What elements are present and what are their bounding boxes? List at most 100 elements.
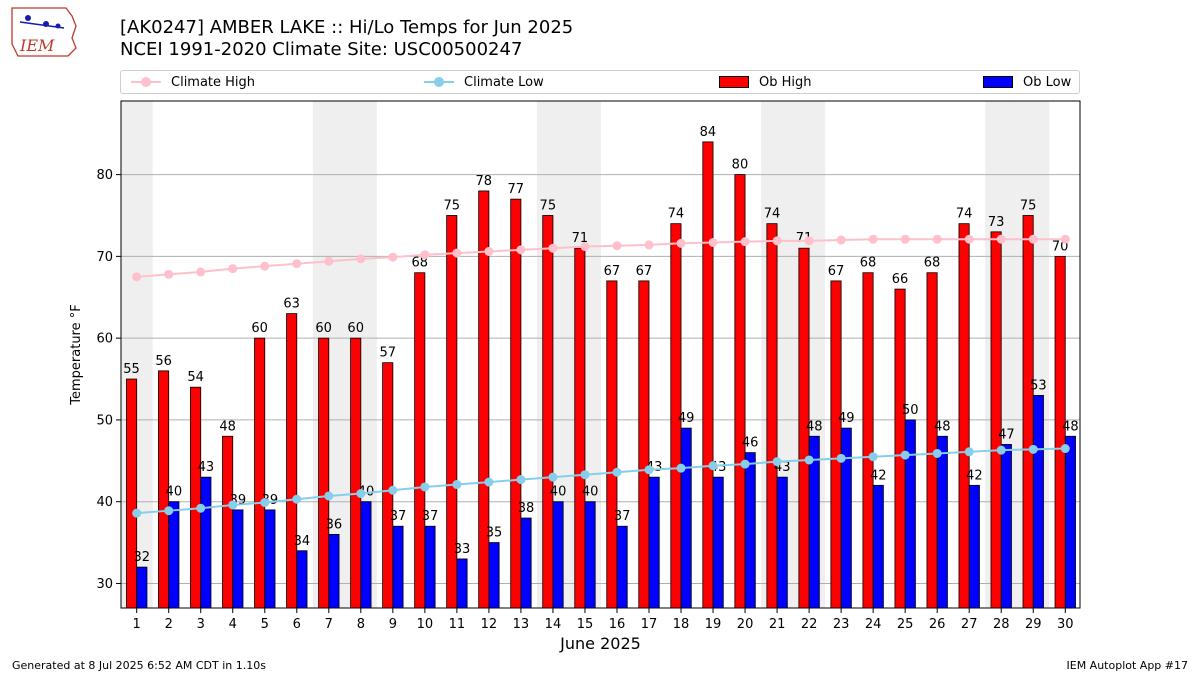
climate-low-point (516, 475, 526, 485)
ob-high-bar-label: 67 (636, 264, 653, 279)
ob-low-bar-label: 40 (550, 485, 567, 500)
ob-high-bar (926, 272, 938, 609)
ob-high-bar (862, 272, 874, 609)
ob-high-bar-label: 74 (764, 207, 781, 222)
climate-high-point (164, 269, 174, 279)
x-tick-label: 21 (769, 617, 786, 632)
ob-low-bar (712, 476, 724, 609)
climate-high-point (132, 272, 142, 282)
climate-low-point (644, 465, 654, 475)
ob-high-bar (766, 223, 778, 609)
climate-high-point (772, 236, 782, 246)
ob-high-bar (254, 337, 266, 609)
footer-generated: Generated at 8 Jul 2025 6:52 AM CDT in 1… (12, 659, 266, 672)
y-tick-label: 80 (96, 168, 113, 183)
x-tick-label: 24 (865, 617, 882, 632)
climate-high-point (580, 242, 590, 252)
ob-low-bar-label: 38 (518, 501, 535, 516)
ob-low-bar (200, 476, 212, 609)
legend-climate-low-label: Climate Low (464, 74, 544, 90)
ob-high-bar-label: 57 (379, 346, 396, 361)
climate-high-point (228, 264, 238, 274)
legend-climate-low: Climate Low (424, 71, 544, 93)
ob-low-bar-label: 48 (806, 419, 823, 434)
ob-low-bar-label: 49 (678, 411, 695, 426)
ob-high-bar-label: 56 (155, 354, 172, 369)
climate-low-point (132, 508, 142, 518)
ob-low-bar-label: 33 (454, 542, 471, 557)
ob-low-bar-label: 47 (998, 427, 1015, 442)
climate-high-point (420, 250, 430, 260)
x-tick-label: 5 (261, 617, 269, 632)
ob-low-bar (648, 476, 660, 609)
legend-ob-low: Ob Low (983, 71, 1071, 93)
climate-high-point (516, 245, 526, 255)
ob-high-bar (574, 247, 586, 609)
ob-low-bar (520, 517, 532, 609)
chart-legend: Climate High Climate Low Ob High Ob Low (120, 70, 1080, 94)
climate-low-point (388, 485, 398, 495)
x-tick-label: 2 (165, 617, 173, 632)
ob-high-bar (1022, 215, 1034, 609)
ob-low-bar (584, 501, 596, 609)
climate-low-swatch (424, 75, 454, 89)
climate-low-point (900, 450, 910, 460)
ob-low-bar (232, 509, 244, 609)
climate-low-point (164, 506, 174, 516)
x-tick-label: 12 (481, 617, 498, 632)
iem-logo: IEM (11, 7, 77, 57)
legend-ob-high: Ob High (719, 71, 812, 93)
x-tick-label: 10 (417, 617, 434, 632)
x-tick-label: 27 (961, 617, 978, 632)
ob-high-bar (638, 280, 650, 609)
ob-low-bar (360, 501, 372, 609)
climate-low-point (292, 494, 302, 504)
x-tick-label: 19 (705, 617, 722, 632)
climate-low-point (260, 498, 270, 508)
ob-low-bar (872, 484, 884, 609)
ob-low-bar-label: 37 (390, 509, 407, 524)
climate-high-point (708, 237, 718, 247)
climate-high-point (676, 238, 686, 248)
ob-high-bar-label: 48 (219, 419, 236, 434)
ob-high-bar-label: 67 (828, 264, 845, 279)
ob-low-swatch (983, 75, 1013, 89)
climate-low-point (356, 489, 366, 499)
climate-low-point (804, 455, 814, 465)
climate-low-point (580, 470, 590, 480)
ob-high-bar (606, 280, 618, 609)
ob-high-bar (318, 337, 330, 609)
x-tick-label: 9 (389, 617, 397, 632)
ob-high-bar-label: 55 (123, 362, 140, 377)
climate-high-point (452, 248, 462, 258)
ob-low-bar (264, 509, 276, 609)
ob-high-bar-label: 67 (604, 264, 621, 279)
climate-high-point (804, 236, 814, 246)
ob-low-bar-label: 43 (198, 460, 215, 475)
x-tick-label: 6 (293, 617, 301, 632)
ob-high-bar-label: 60 (251, 321, 268, 336)
ob-high-bar (542, 215, 554, 609)
ob-high-bar (414, 272, 426, 609)
x-tick-label: 18 (673, 617, 690, 632)
climate-high-point (356, 254, 366, 264)
climate-high-point (900, 234, 910, 244)
x-tick-label: 28 (993, 617, 1010, 632)
climate-low-point (612, 467, 622, 477)
ob-high-bar-label: 84 (700, 125, 717, 140)
ob-low-bar-label: 48 (1062, 419, 1079, 434)
ob-high-bar (510, 198, 522, 609)
ob-high-bar (830, 280, 842, 609)
ob-high-bar-label: 54 (187, 370, 204, 385)
x-tick-label: 14 (545, 617, 562, 632)
legend-climate-high: Climate High (131, 71, 255, 93)
ob-low-bar-label: 46 (742, 436, 759, 451)
chart-subtitle: NCEI 1991-2020 Climate Site: USC00500247 (120, 39, 523, 60)
climate-high-point (932, 234, 942, 244)
x-tick-label: 8 (357, 617, 365, 632)
climate-high-point (612, 241, 622, 251)
ob-high-bar-label: 75 (1020, 198, 1037, 213)
ob-low-bar-label: 34 (294, 534, 311, 549)
legend-ob-high-label: Ob High (759, 74, 812, 90)
x-tick-label: 13 (513, 617, 530, 632)
